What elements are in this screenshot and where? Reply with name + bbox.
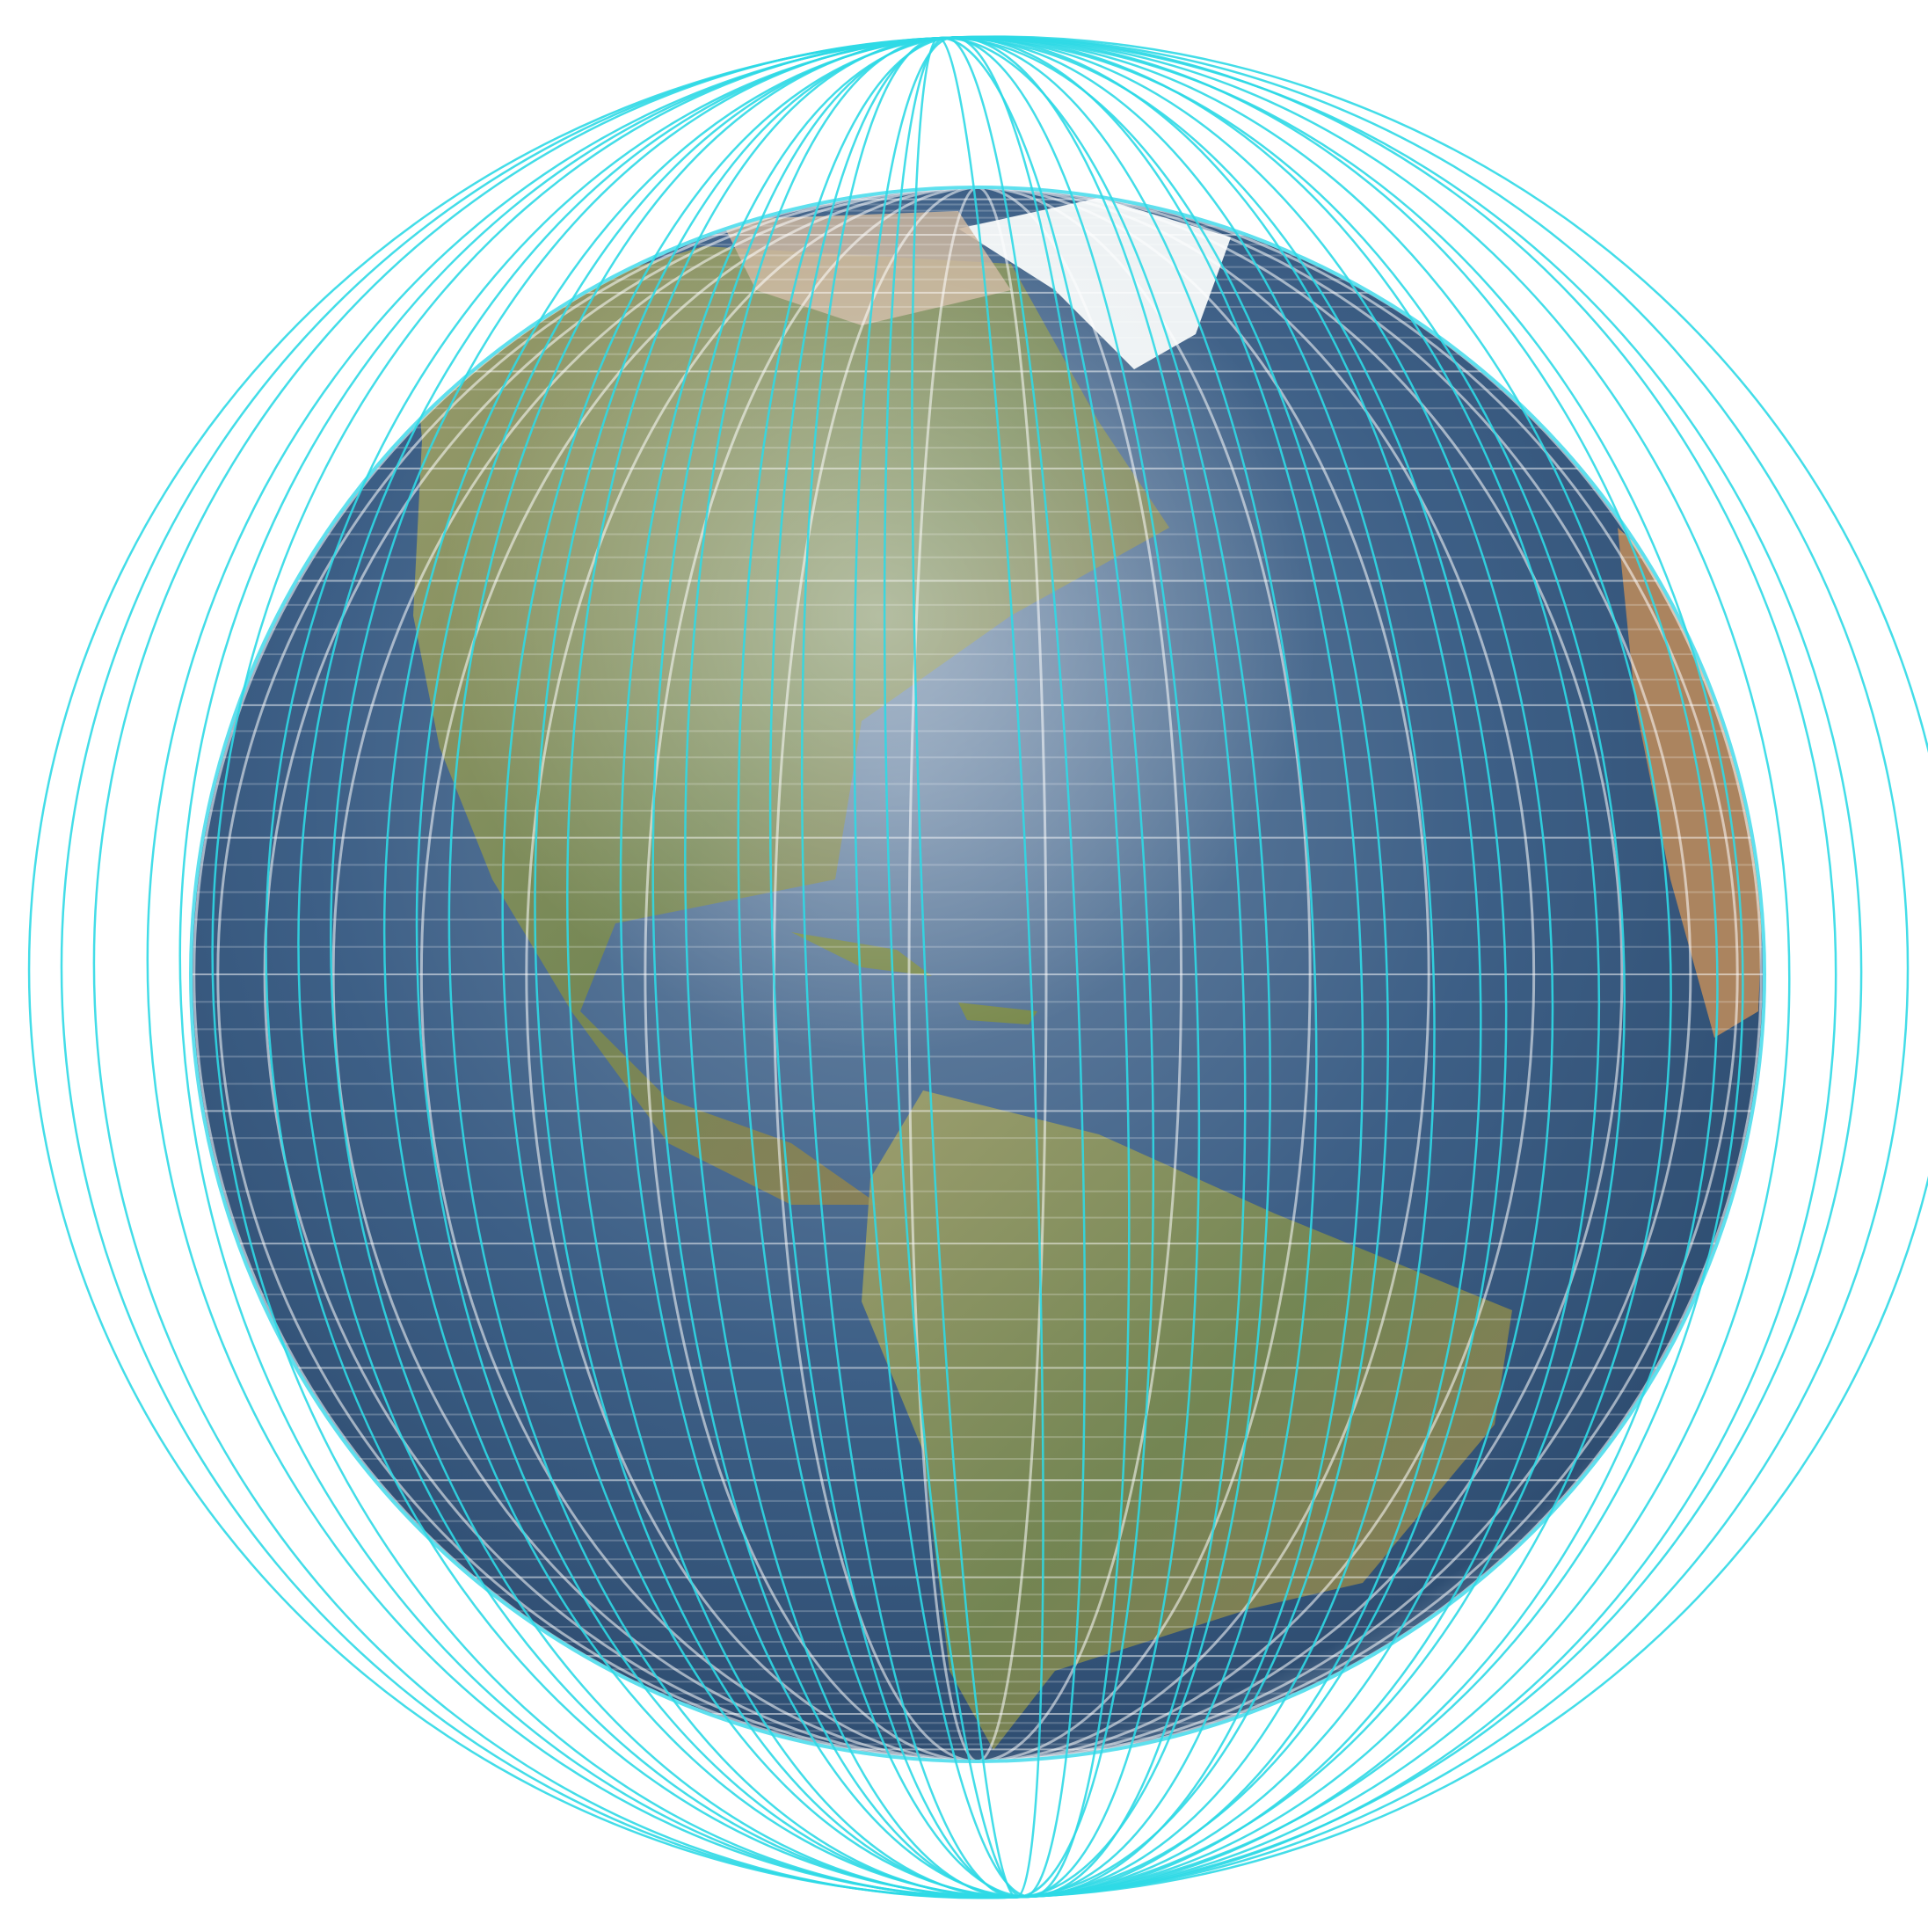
highlight xyxy=(440,187,1319,1055)
africa xyxy=(1618,528,1764,1038)
globe-rim xyxy=(189,186,1766,1763)
continents xyxy=(191,187,1764,1761)
